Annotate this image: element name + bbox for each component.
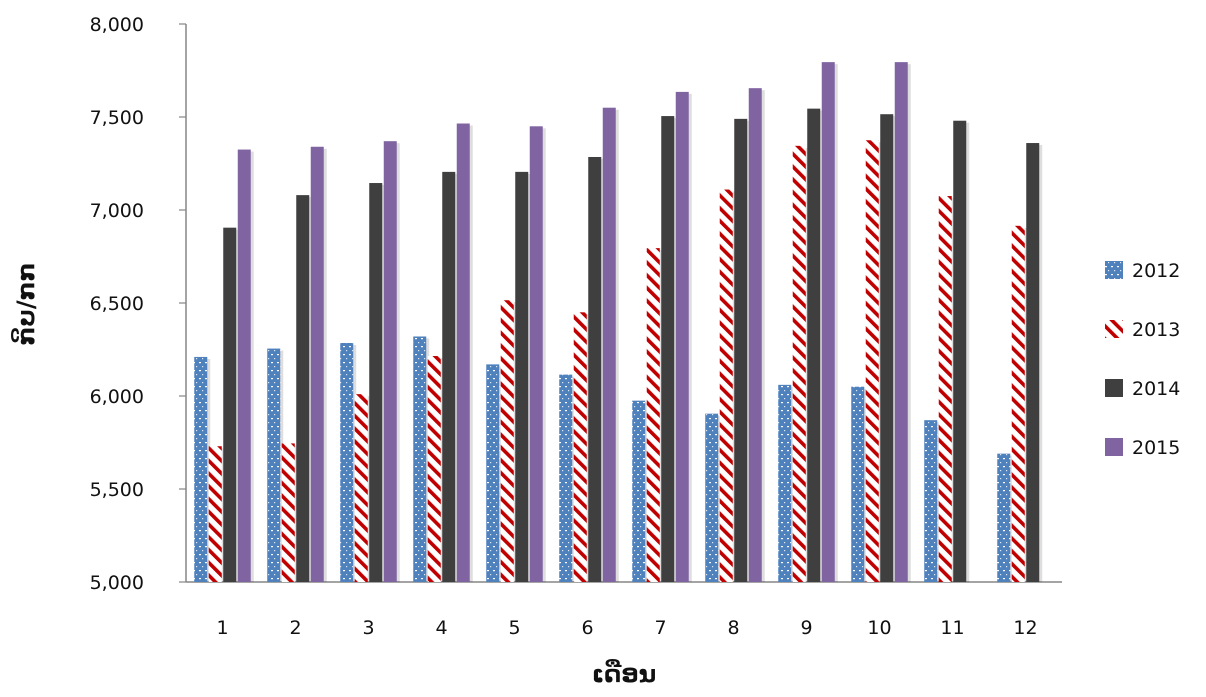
bar-2015-month-6	[602, 107, 616, 582]
x-tick-label: 11	[940, 617, 964, 639]
bar-2013-month-7	[646, 248, 660, 582]
bar-2012-month-5	[486, 364, 500, 582]
bar-2013-month-4	[427, 356, 441, 582]
bar-2012-month-10	[851, 386, 865, 582]
x-tick-label: 5	[508, 617, 520, 639]
y-tick-label: 7,000	[90, 200, 144, 222]
bar-2013-month-5	[500, 300, 514, 582]
bar-2014-month-3	[369, 183, 383, 582]
x-tick-label: 1	[216, 617, 228, 639]
bar-2015-month-1	[237, 149, 251, 583]
bar-2012-month-3	[340, 342, 354, 582]
bar-2013-month-11	[938, 196, 952, 583]
bar-2012-month-1	[194, 356, 208, 582]
legend-label-2014: 2014	[1132, 378, 1180, 400]
x-tick-label: 9	[800, 617, 812, 639]
y-tick-label: 7,500	[90, 107, 144, 129]
x-tick-label: 2	[289, 617, 301, 639]
y-tick-label: 8,000	[90, 14, 144, 36]
x-tick-label: 6	[581, 617, 593, 639]
x-tick-label: 4	[435, 617, 447, 639]
bar-2014-month-12	[1026, 143, 1040, 583]
bars	[194, 62, 1043, 583]
bar-2012-month-2	[267, 348, 281, 582]
legend-label-2012: 2012	[1132, 260, 1180, 282]
bar-2014-month-4	[442, 171, 456, 582]
x-axis-title: ເດືອນ	[592, 657, 656, 688]
legend-swatch-2012	[1105, 261, 1123, 279]
legend-swatch-2013	[1105, 320, 1123, 338]
bar-2013-month-9	[792, 145, 806, 582]
bar-2012-month-6	[559, 374, 573, 582]
bar-2014-month-9	[807, 108, 821, 582]
bar-2015-month-5	[529, 126, 543, 583]
bar-2015-month-2	[310, 146, 324, 582]
bar-2013-month-10	[865, 140, 879, 582]
bar-2015-month-8	[748, 88, 762, 583]
x-tick-label: 8	[727, 617, 739, 639]
y-tick-label: 6,500	[90, 293, 144, 315]
bar-2014-month-5	[515, 171, 529, 582]
bar-2015-month-4	[456, 123, 470, 582]
y-tick-labels: 5,000 5,500 6,000 6,500 7,000 7,500 8,000	[90, 14, 186, 594]
bar-2013-month-3	[354, 394, 368, 582]
legend-swatch-2015	[1105, 438, 1123, 456]
x-tick-labels: 1 2 3 4 5 6 7 8 9 10 11 12	[216, 617, 1037, 639]
x-tick-label: 3	[362, 617, 374, 639]
bar-2014-month-1	[223, 227, 237, 583]
bar-2012-month-4	[413, 336, 427, 582]
bar-2012-month-12	[997, 453, 1011, 582]
bar-2013-month-12	[1011, 225, 1025, 582]
bar-2014-month-2	[296, 195, 310, 582]
bar-2013-month-8	[719, 189, 733, 583]
legend: 2012 2013 2014 2015	[1105, 260, 1180, 459]
bar-2012-month-9	[778, 384, 792, 582]
bar-2015-month-9	[821, 62, 835, 582]
y-tick-label: 5,500	[90, 479, 144, 501]
bar-2014-month-11	[953, 120, 967, 582]
bar-2014-month-8	[734, 118, 748, 583]
legend-label-2013: 2013	[1132, 319, 1180, 341]
legend-swatch-2014	[1105, 379, 1123, 397]
bar-2012-month-8	[705, 413, 719, 582]
bar-2013-month-1	[208, 446, 222, 582]
x-tick-label: 10	[867, 617, 891, 639]
y-tick-label: 6,000	[90, 386, 144, 408]
bar-2015-month-7	[675, 91, 689, 582]
bar-2013-month-2	[281, 443, 295, 582]
bar-2013-month-6	[573, 312, 587, 582]
y-axis-title: ກິບ/ກກ	[9, 262, 40, 345]
bar-2015-month-3	[383, 141, 397, 582]
bar-2012-month-7	[632, 400, 646, 582]
bar-2014-month-6	[588, 156, 602, 583]
legend-label-2015: 2015	[1132, 437, 1180, 459]
x-tick-label: 12	[1013, 617, 1037, 639]
bar-2014-month-10	[880, 114, 894, 583]
x-tick-label: 7	[654, 617, 666, 639]
y-tick-label: 5,000	[90, 572, 144, 594]
bar-2014-month-7	[661, 116, 675, 582]
bar-2012-month-11	[924, 420, 938, 582]
bar-2015-month-10	[894, 62, 908, 582]
